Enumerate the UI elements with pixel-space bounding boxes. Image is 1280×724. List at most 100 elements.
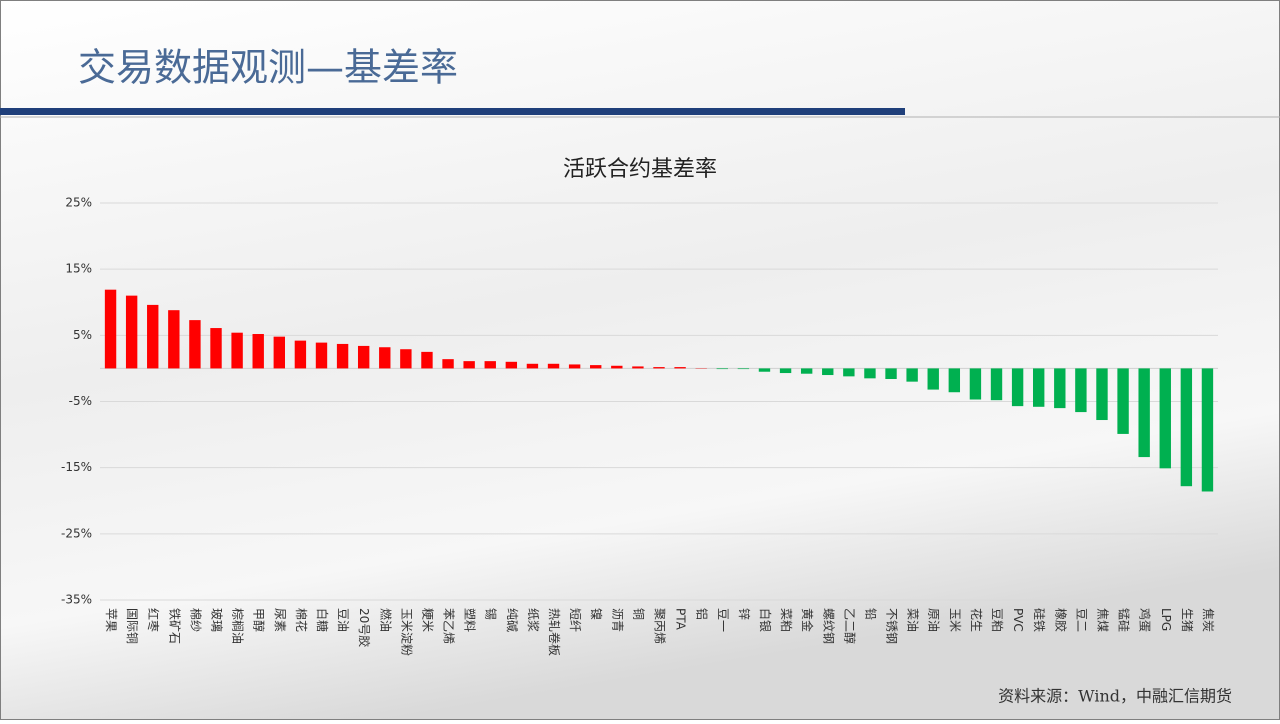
bar (105, 290, 116, 369)
bar (653, 367, 664, 368)
x-tick-label: 锌 (737, 608, 751, 620)
bar (738, 368, 749, 369)
y-tick-label: -25% (61, 526, 92, 540)
x-tick-label: 鸡蛋 (1138, 608, 1153, 632)
y-tick-label: -5% (69, 394, 92, 408)
bar (590, 365, 601, 368)
bar (949, 368, 960, 392)
bar (400, 349, 411, 368)
x-tick-label: 沥青 (610, 608, 624, 632)
x-tick-label: 燃油 (378, 608, 393, 632)
x-tick-label: 不锈钢 (885, 608, 899, 644)
x-tick-label: 原油 (927, 608, 941, 632)
bar (1075, 368, 1086, 412)
bar (1054, 368, 1065, 408)
x-tick-label: 硅铁 (1032, 608, 1046, 632)
y-tick-label: 5% (73, 328, 92, 342)
x-tick-label: 豆油 (336, 608, 350, 632)
x-tick-label: 短纤 (568, 608, 582, 632)
bar (421, 352, 432, 369)
bar (337, 344, 348, 368)
bar (569, 364, 580, 368)
x-tick-label: 乙二醇 (842, 608, 857, 644)
bar (210, 328, 221, 368)
bar (548, 364, 559, 369)
x-tick-label: 豆粕 (990, 608, 1005, 632)
bar (295, 341, 306, 369)
x-tick-label: 菜粕 (779, 608, 794, 632)
x-tick-label: 纯碱 (505, 608, 519, 632)
x-tick-label: PTA (674, 608, 688, 631)
x-tick-label: 白银 (758, 608, 773, 632)
bar (822, 368, 833, 375)
x-tick-label: 棕榈油 (231, 608, 246, 644)
chart-title: 活跃合约基差率 (563, 157, 717, 182)
bar (485, 361, 496, 368)
x-tick-label: 玉米淀粉 (399, 608, 413, 656)
x-tick-label: 豆一 (716, 608, 730, 632)
x-tick-label: 生猪 (1180, 608, 1194, 632)
y-tick-label: -35% (61, 593, 92, 607)
x-tick-label: 纸浆 (526, 608, 541, 632)
x-tick-label: 粳米 (420, 608, 434, 632)
bar (358, 346, 369, 368)
bar (1012, 368, 1023, 406)
bar (442, 359, 453, 368)
y-tick-label: 25% (65, 196, 92, 210)
bar (147, 305, 158, 369)
bar (843, 368, 854, 376)
bar (928, 368, 939, 389)
bar (1160, 368, 1171, 468)
x-tick-label: 国际铜 (125, 608, 140, 644)
bar (189, 320, 200, 368)
bar (1138, 368, 1149, 457)
source-note: 资料来源：Wind，中融汇信期货 (998, 687, 1232, 706)
x-tick-label: 苹果 (104, 608, 118, 632)
bar (126, 296, 137, 369)
bar (168, 310, 179, 368)
bar (1117, 368, 1128, 434)
x-tick-label: 白糖 (315, 608, 330, 632)
bar (506, 362, 517, 369)
bar (1096, 368, 1107, 420)
title-band (0, 108, 905, 115)
bar (991, 368, 1002, 400)
bar (1033, 368, 1044, 406)
x-tick-label: 菜油 (906, 608, 920, 632)
x-tick-label: 红枣 (146, 608, 161, 632)
x-tick-label: 焦炭 (1201, 608, 1215, 632)
bar (864, 368, 875, 378)
x-tick-label: 20号胶 (357, 608, 372, 647)
bar (316, 343, 327, 369)
bar (463, 361, 474, 368)
bar (759, 368, 770, 371)
slide-title: 交易数据观测—基差率 (78, 46, 458, 90)
bar (1202, 368, 1213, 491)
x-tick-label: 热轧卷板 (547, 608, 562, 656)
x-tick-label: 花生 (969, 608, 984, 632)
bar (801, 368, 812, 373)
x-tick-label: 铝 (695, 608, 710, 620)
bar (632, 366, 643, 368)
x-tick-label: 铜 (631, 608, 646, 620)
bar (1181, 368, 1192, 486)
x-tick-label: 锰硅 (1117, 608, 1132, 632)
x-tick-label: 棉纱 (188, 608, 202, 632)
bar (379, 347, 390, 368)
x-tick-label: 螺纹钢 (821, 608, 835, 644)
x-tick-label: 豆二 (1074, 608, 1088, 632)
x-tick-label: 塑料 (463, 608, 478, 632)
x-tick-label: 尿素 (273, 608, 287, 632)
x-tick-label: 棉花 (294, 608, 309, 632)
x-tick-label: LPG (1159, 608, 1173, 631)
x-tick-label: 橡胶 (1053, 608, 1068, 632)
x-tick-label: 甲醇 (252, 608, 267, 632)
y-tick-label: -15% (61, 460, 92, 474)
x-tick-label: 锡 (484, 608, 499, 620)
bar (885, 368, 896, 379)
bar (906, 368, 917, 381)
x-tick-label: 苯乙烯 (442, 608, 456, 644)
bar (780, 368, 791, 373)
y-tick-label: 15% (65, 262, 92, 276)
x-tick-label: 黄金 (800, 608, 815, 632)
